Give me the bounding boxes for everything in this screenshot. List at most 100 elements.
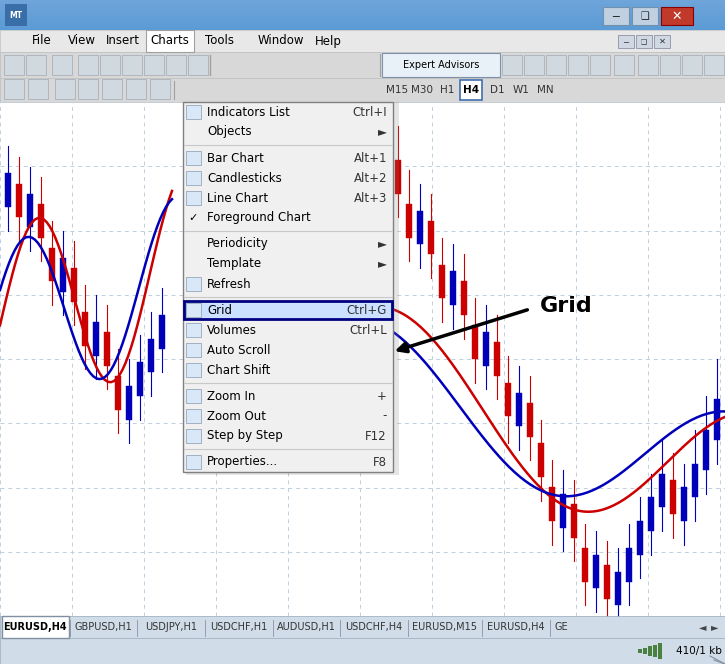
- Text: Properties...: Properties...: [207, 456, 278, 469]
- Bar: [638, 55, 658, 75]
- Bar: [0, 102, 725, 616]
- Bar: [186, 409, 201, 423]
- Bar: [636, 35, 652, 48]
- Bar: [0, 29, 725, 30]
- Text: Objects: Objects: [207, 125, 252, 139]
- Bar: [593, 554, 599, 588]
- Text: Help: Help: [315, 35, 342, 48]
- Text: Zoom In: Zoom In: [207, 390, 255, 402]
- Text: Tools: Tools: [205, 35, 234, 48]
- Bar: [461, 282, 467, 315]
- Bar: [82, 312, 88, 345]
- Bar: [704, 55, 724, 75]
- Text: D1: D1: [489, 85, 505, 95]
- Bar: [38, 204, 44, 238]
- Text: Template: Template: [207, 258, 261, 270]
- Bar: [166, 55, 186, 75]
- Bar: [0, 15, 725, 16]
- Bar: [681, 487, 687, 521]
- Bar: [186, 303, 201, 317]
- Text: EURUSD,H4: EURUSD,H4: [4, 622, 67, 632]
- Bar: [186, 105, 201, 119]
- Bar: [638, 649, 642, 653]
- Text: GE: GE: [555, 622, 568, 632]
- Bar: [0, 16, 725, 17]
- Bar: [0, 12, 725, 13]
- Text: ►: ►: [711, 622, 718, 632]
- Bar: [0, 616, 725, 638]
- Bar: [615, 572, 621, 606]
- Text: Window: Window: [258, 35, 304, 48]
- Text: Chart Shift: Chart Shift: [207, 363, 270, 376]
- Text: ►: ►: [378, 238, 387, 250]
- Text: Foreground Chart: Foreground Chart: [207, 212, 311, 224]
- Bar: [0, 19, 725, 20]
- Bar: [632, 7, 658, 25]
- Text: ❑: ❑: [641, 11, 650, 21]
- Bar: [428, 220, 434, 254]
- Text: Alt+1: Alt+1: [354, 151, 387, 165]
- Bar: [159, 315, 165, 349]
- Bar: [2, 616, 69, 638]
- Bar: [643, 648, 647, 654]
- Bar: [417, 210, 423, 244]
- Bar: [439, 264, 445, 298]
- Text: Refresh: Refresh: [207, 278, 252, 291]
- Bar: [538, 444, 544, 477]
- Text: ❑: ❑: [641, 39, 647, 44]
- Bar: [115, 376, 121, 410]
- Text: USDJPY,H1: USDJPY,H1: [145, 622, 196, 632]
- Bar: [494, 342, 500, 376]
- Text: Bar Chart: Bar Chart: [207, 151, 264, 165]
- Bar: [0, 23, 725, 24]
- Bar: [483, 332, 489, 366]
- Text: ✕: ✕: [672, 9, 682, 23]
- Bar: [0, 0, 725, 30]
- Bar: [660, 55, 680, 75]
- Text: EURUSD,H4: EURUSD,H4: [486, 622, 544, 632]
- Bar: [186, 151, 201, 165]
- Text: Zoom Out: Zoom Out: [207, 410, 266, 422]
- Bar: [653, 645, 657, 657]
- Text: F8: F8: [373, 456, 387, 469]
- Bar: [186, 343, 201, 357]
- Text: AUDUSD,H1: AUDUSD,H1: [277, 622, 336, 632]
- Bar: [450, 272, 456, 305]
- Bar: [472, 325, 478, 359]
- Bar: [0, 21, 725, 22]
- Text: Alt+3: Alt+3: [354, 191, 387, 205]
- Bar: [122, 55, 142, 75]
- Bar: [0, 5, 725, 6]
- Bar: [186, 277, 201, 291]
- Text: Candlesticks: Candlesticks: [207, 171, 282, 185]
- Text: Ctrl+L: Ctrl+L: [349, 323, 387, 337]
- Bar: [184, 301, 392, 319]
- Bar: [654, 35, 670, 48]
- Bar: [0, 3, 725, 4]
- Bar: [0, 24, 725, 25]
- Text: Insert: Insert: [106, 35, 140, 48]
- Bar: [648, 497, 654, 531]
- Bar: [183, 102, 393, 472]
- Bar: [590, 55, 610, 75]
- Bar: [604, 565, 610, 598]
- Bar: [52, 55, 72, 75]
- Bar: [382, 53, 500, 77]
- Bar: [0, 11, 725, 12]
- Bar: [648, 646, 652, 656]
- Bar: [714, 400, 720, 440]
- Text: Expert Advisors: Expert Advisors: [403, 60, 479, 70]
- Bar: [186, 389, 201, 403]
- Text: MT: MT: [9, 11, 22, 19]
- Text: 410/1 kb: 410/1 kb: [676, 646, 722, 656]
- Bar: [582, 548, 588, 582]
- Bar: [186, 363, 201, 377]
- Bar: [614, 55, 634, 75]
- Text: -: -: [383, 410, 387, 422]
- Bar: [670, 481, 676, 514]
- Bar: [0, 27, 725, 28]
- Bar: [0, 638, 725, 664]
- Text: Grid: Grid: [207, 303, 232, 317]
- Bar: [637, 521, 643, 554]
- Text: Periodicity: Periodicity: [207, 238, 269, 250]
